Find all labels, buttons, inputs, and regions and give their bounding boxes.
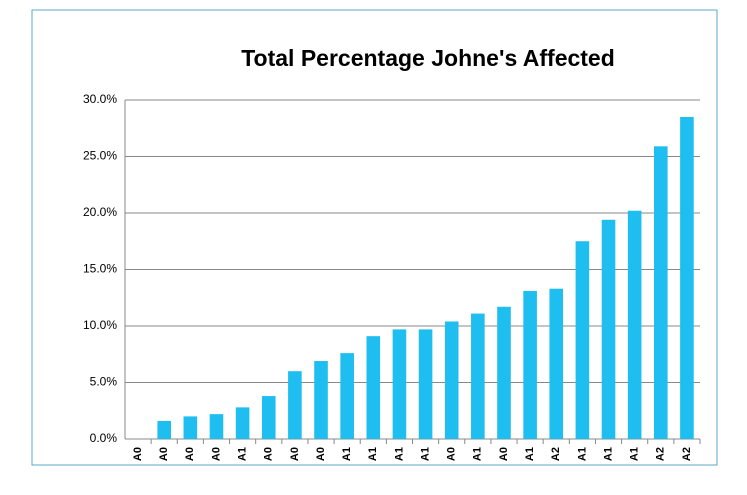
x-tick-label: A1 (237, 447, 249, 461)
x-tick-label: A2 (681, 447, 693, 461)
y-tick-label: 25.0% (83, 149, 117, 163)
bar (601, 219, 616, 439)
x-tick-label: A1 (576, 447, 588, 461)
x-tick-label: A0 (158, 447, 170, 461)
x-tick-label: A1 (472, 447, 484, 461)
chart-title: Total Percentage Johne's Affected (241, 45, 615, 71)
x-tick-label: A1 (419, 447, 431, 461)
bar (235, 407, 250, 439)
x-tick-label: A2 (655, 447, 667, 461)
x-tick-label: A0 (498, 447, 510, 461)
x-tick-label: A1 (629, 447, 641, 461)
bar (314, 361, 328, 439)
x-tick-label: A0 (289, 447, 301, 461)
y-tick-label: 20.0% (83, 205, 117, 219)
x-tick-label: A0 (210, 447, 222, 461)
x-tick-label: A0 (263, 447, 275, 461)
x-tick-label: A1 (341, 447, 353, 461)
bar (627, 210, 642, 439)
bar (654, 146, 668, 439)
bar (680, 116, 694, 439)
x-tick-label: A1 (393, 447, 405, 461)
bar (209, 414, 224, 439)
bar (183, 416, 198, 439)
x-tick-label: A0 (184, 447, 196, 461)
x-tick-label: A1 (602, 447, 614, 461)
bar (340, 353, 354, 439)
y-tick-label: 10.0% (83, 318, 117, 332)
x-tick-label: A1 (367, 447, 379, 461)
bar (288, 371, 302, 439)
bar (392, 329, 407, 439)
y-tick-label: 0.0% (90, 431, 118, 445)
y-tick-label: 5.0% (90, 375, 118, 389)
bar (157, 420, 171, 439)
bar (575, 241, 590, 439)
bar (261, 396, 276, 439)
bar (549, 288, 564, 439)
bar (497, 306, 511, 439)
x-tick-label: A0 (446, 447, 458, 461)
bar (366, 336, 381, 439)
y-tick-label: 30.0% (83, 92, 117, 106)
y-tick-label: 15.0% (83, 262, 117, 276)
bar (523, 290, 537, 439)
bar (444, 321, 459, 439)
bar (418, 329, 433, 439)
x-tick-label: A0 (315, 447, 327, 461)
x-tick-label: A1 (524, 447, 536, 461)
x-tick-label: A0 (132, 447, 144, 461)
x-tick-label: A2 (550, 447, 562, 461)
bar (471, 313, 485, 439)
